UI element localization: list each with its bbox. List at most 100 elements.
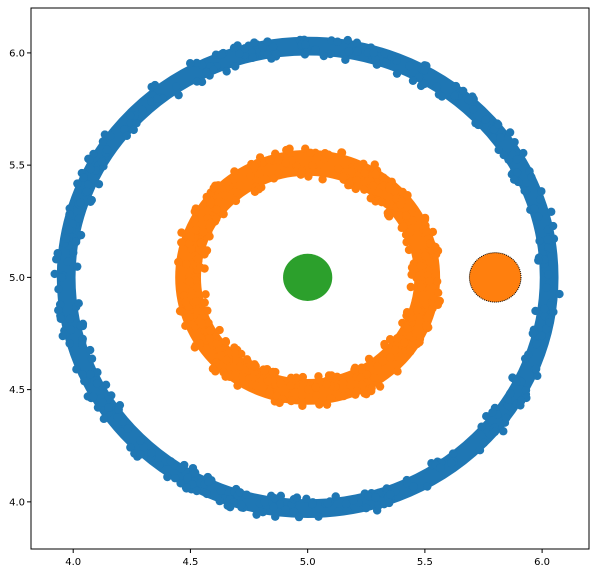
scatter-point bbox=[296, 170, 306, 179]
scatter-point bbox=[120, 125, 129, 134]
scatter-point bbox=[246, 171, 255, 181]
scatter-point bbox=[392, 334, 402, 343]
scatter-point bbox=[87, 195, 96, 205]
scatter-point bbox=[242, 355, 252, 364]
scatter-point bbox=[437, 92, 447, 101]
scatter-point bbox=[196, 238, 206, 248]
scatter-point bbox=[258, 507, 268, 517]
scatter-point bbox=[87, 354, 97, 363]
scatter-point bbox=[263, 37, 272, 46]
scatter-point bbox=[192, 77, 202, 86]
scatter-point bbox=[64, 225, 74, 234]
scatter-point bbox=[83, 180, 93, 189]
scatter-point bbox=[405, 347, 415, 357]
scatter-point bbox=[222, 355, 231, 365]
scatter-point bbox=[349, 496, 358, 505]
scatter-point bbox=[50, 269, 59, 279]
scatter-point bbox=[211, 339, 221, 348]
scatter-point bbox=[204, 477, 213, 487]
scatter-point bbox=[72, 365, 81, 374]
scatter-point bbox=[126, 111, 135, 120]
scatter-point bbox=[464, 95, 474, 105]
scatter-point bbox=[269, 502, 278, 512]
scatter-point bbox=[230, 370, 240, 380]
scatter-point bbox=[521, 385, 531, 395]
scatter-point bbox=[401, 211, 411, 220]
scatter-point bbox=[117, 427, 126, 436]
scatter-point bbox=[490, 427, 500, 437]
scatter-point bbox=[545, 317, 554, 327]
scatter-point bbox=[206, 218, 215, 228]
scatter-point bbox=[286, 381, 295, 391]
scatter-point bbox=[420, 251, 430, 261]
scatter-point bbox=[71, 237, 81, 247]
y-tick-label: 5.5 bbox=[9, 161, 25, 172]
scatter-point bbox=[222, 177, 232, 187]
scatter-point bbox=[302, 494, 311, 503]
scatter-point bbox=[311, 391, 321, 400]
scatter-point bbox=[182, 483, 192, 493]
scatter-point bbox=[192, 306, 202, 316]
scatter-point bbox=[332, 372, 342, 382]
scatter-point bbox=[104, 403, 113, 412]
scatter-point bbox=[106, 131, 115, 141]
scatter-point bbox=[339, 391, 349, 401]
scatter-point bbox=[271, 512, 280, 521]
scatter-point bbox=[86, 164, 95, 174]
scatter-point bbox=[126, 443, 135, 452]
scatter-point bbox=[341, 499, 351, 509]
scatter-point bbox=[311, 45, 320, 54]
scatter-point bbox=[555, 289, 564, 299]
scatter-point bbox=[222, 67, 231, 76]
scatter-point bbox=[208, 364, 218, 373]
scatter-point bbox=[176, 479, 185, 488]
scatter-point bbox=[353, 181, 363, 191]
scatter-point bbox=[82, 187, 92, 196]
x-tick-label: 5.5 bbox=[417, 557, 433, 568]
scatter-point bbox=[192, 58, 201, 68]
scatter-point bbox=[78, 334, 87, 344]
scatter-point bbox=[186, 232, 196, 241]
y-tick-label: 4.5 bbox=[9, 385, 25, 396]
scatter-point bbox=[481, 115, 490, 124]
scatter-point bbox=[190, 343, 200, 352]
scatter-point bbox=[114, 405, 123, 414]
scatter-point bbox=[447, 458, 456, 468]
scatter-point bbox=[370, 160, 379, 169]
y-axis: 4.0 4.5 5.0 5.5 6.0 bbox=[9, 48, 31, 508]
scatter-point bbox=[260, 366, 269, 376]
scatter-point bbox=[385, 185, 394, 194]
scatter-point bbox=[98, 137, 108, 146]
scatter-point bbox=[494, 120, 503, 129]
scatter-point bbox=[505, 128, 515, 137]
scatter-point bbox=[431, 242, 440, 252]
y-tick-label: 6.0 bbox=[9, 48, 25, 59]
scatter-point bbox=[216, 351, 226, 360]
scatter-point bbox=[78, 370, 87, 379]
scatter-point bbox=[423, 482, 432, 491]
data-layer bbox=[50, 35, 564, 522]
scatter-point bbox=[544, 242, 553, 252]
scatter-point bbox=[255, 169, 265, 178]
scatter-point bbox=[166, 457, 176, 466]
scatter-point bbox=[190, 207, 199, 216]
scatter-point bbox=[238, 372, 247, 381]
scatter-point bbox=[420, 213, 430, 223]
scatter-point bbox=[215, 496, 224, 506]
scatter-point bbox=[272, 391, 281, 401]
scatter-point bbox=[319, 51, 329, 61]
scatter-point bbox=[221, 372, 230, 381]
scatter-point bbox=[458, 86, 468, 96]
scatter-point bbox=[534, 212, 543, 221]
scatter-point bbox=[170, 473, 180, 483]
scatter-point bbox=[535, 236, 544, 246]
scatter-point bbox=[371, 493, 380, 502]
scatter-point bbox=[183, 473, 192, 483]
scatter-point bbox=[369, 48, 378, 58]
scatter-point bbox=[174, 257, 183, 267]
y-tick-label: 4.0 bbox=[9, 497, 25, 508]
scatter-point bbox=[409, 482, 418, 491]
scatter-point bbox=[477, 422, 486, 431]
scatter-point bbox=[333, 37, 342, 46]
scatter-point bbox=[240, 44, 250, 53]
